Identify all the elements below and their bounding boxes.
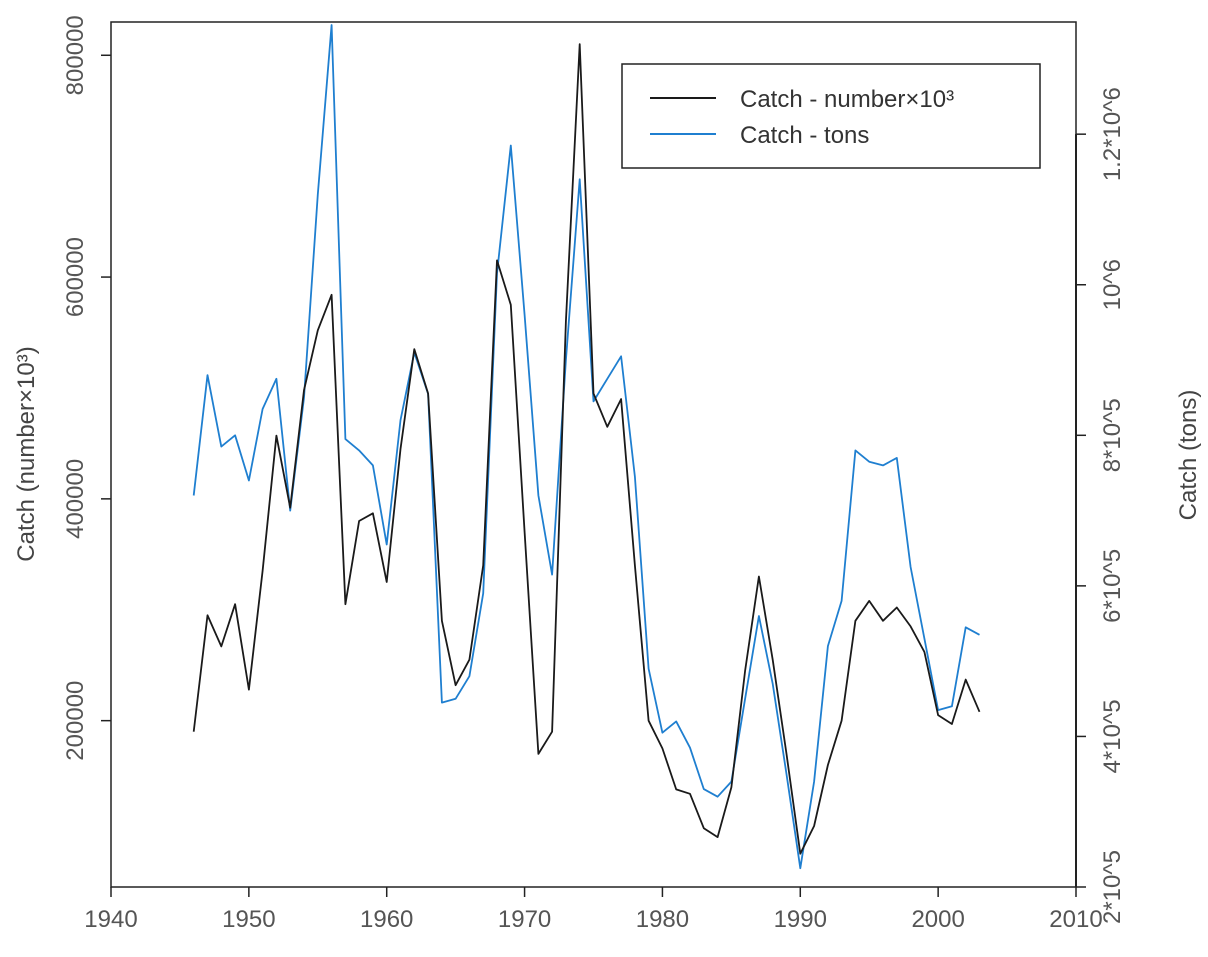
y-right-tick-label: 1.2*10^6 xyxy=(1099,87,1126,181)
y-right-tick-label: 6*10^5 xyxy=(1099,549,1126,623)
y-axis-title-left: Catch (number×10³) xyxy=(13,346,40,561)
legend-label-tons: Catch - tons xyxy=(740,122,869,149)
y-right-tick-label: 2*10^5 xyxy=(1099,850,1126,924)
series-layer xyxy=(192,24,981,870)
y-right-tick-label: 10^6 xyxy=(1099,259,1126,310)
series-line-tons xyxy=(192,24,980,870)
legend-box xyxy=(621,63,1041,169)
y-left-tick-label: 800000 xyxy=(62,15,89,95)
y-axis-left: 200000 400000 600000 800000 xyxy=(62,15,111,761)
y-right-tick-label: 4*10^5 xyxy=(1099,699,1126,773)
legend-label-number: Catch - number×10³ xyxy=(740,86,954,113)
y-left-tick-label: 600000 xyxy=(62,237,89,317)
x-tick-label: 1980 xyxy=(636,906,689,933)
y-axis-title-right: Catch (tons) xyxy=(1175,390,1202,521)
x-tick-label: 1940 xyxy=(84,906,137,933)
x-axis: 1940 1950 1960 1970 1980 1990 2000 2010 xyxy=(84,887,1103,933)
y-left-tick-label: 200000 xyxy=(62,681,89,761)
x-tick-label: 2000 xyxy=(911,906,964,933)
x-tick-label: 1970 xyxy=(498,906,551,933)
legend: Catch - number×10³ Catch - tons xyxy=(621,63,1041,169)
y-right-tick-label: 8*10^5 xyxy=(1099,398,1126,472)
y-axis-right: 2*10^5 4*10^5 6*10^5 8*10^5 10^6 1.2*10^6 xyxy=(1075,87,1126,924)
x-tick-label: 1950 xyxy=(222,906,275,933)
series-line-number xyxy=(192,43,981,855)
y-left-tick-label: 400000 xyxy=(62,459,89,539)
x-tick-label: 2010 xyxy=(1049,906,1102,933)
x-tick-label: 1990 xyxy=(774,906,827,933)
x-tick-label: 1960 xyxy=(360,906,413,933)
